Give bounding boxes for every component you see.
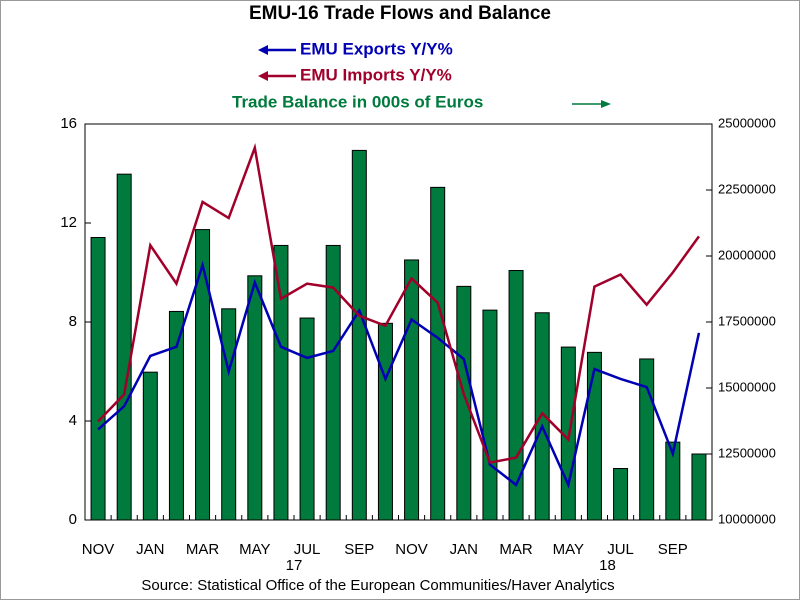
y2-tick-label: 17500000: [718, 313, 776, 328]
x-tick-label: MAR: [499, 541, 533, 558]
y-tick-label: 8: [69, 313, 77, 330]
x-tick-label: MAY: [239, 541, 270, 558]
legend-label: EMU Exports Y/Y%: [300, 39, 453, 58]
legend-arrow: [258, 71, 268, 81]
bar: [691, 453, 707, 521]
y2-tick-label: 10000000: [718, 511, 776, 526]
bar: [116, 173, 132, 521]
x-tick-label: MAR: [186, 541, 220, 558]
x-year-label: 18: [599, 557, 616, 574]
x-tick-label: JAN: [450, 541, 478, 558]
y2-tick-label: 22500000: [718, 181, 776, 196]
line: [97, 260, 701, 489]
bar: [377, 322, 393, 521]
bar: [456, 285, 472, 521]
x-tick-label: MAY: [553, 541, 584, 558]
bar: [142, 371, 158, 521]
bar: [90, 237, 106, 521]
bar: [351, 149, 367, 521]
chart-title: EMU-16 Trade Flows and Balance: [249, 3, 551, 24]
bar: [430, 186, 446, 521]
bar: [639, 358, 655, 521]
legend-label: Trade Balance in 000s of Euros: [232, 92, 483, 111]
x-tick-label: NOV: [82, 541, 115, 558]
x-tick-label: NOV: [395, 541, 428, 558]
x-year-label: 17: [286, 557, 303, 574]
legend: EMU Exports Y/Y% EMU Imports Y/Y% Trade …: [232, 39, 611, 111]
y-tick-label: 0: [69, 511, 77, 528]
x-tick-label: SEP: [344, 541, 374, 558]
legend-arrow: [601, 100, 611, 108]
legend-label: EMU Imports Y/Y%: [300, 65, 452, 84]
line: [97, 142, 700, 465]
x-tick-label: JUL: [607, 541, 634, 558]
bar: [482, 309, 498, 521]
bar: [273, 244, 289, 521]
x-tick-label: JAN: [136, 541, 164, 558]
y2-tick-label: 12500000: [718, 445, 776, 460]
bar: [221, 308, 237, 521]
x-tick-label: SEP: [658, 541, 688, 558]
bar: [586, 351, 602, 521]
y-tick-label: 12: [60, 214, 77, 231]
bar: [247, 275, 263, 521]
bar: [299, 317, 315, 521]
bar: [534, 312, 550, 521]
bar: [195, 229, 211, 521]
source: Source: Statistical Office of the Europe…: [141, 577, 614, 594]
bar: [613, 468, 629, 521]
y2-tick-label: 15000000: [718, 379, 776, 394]
y2-tick-label: 20000000: [718, 247, 776, 262]
y-tick-label: 16: [60, 115, 77, 132]
legend-arrow: [258, 45, 268, 55]
bar: [404, 259, 420, 521]
x-tick-label: JUL: [294, 541, 321, 558]
y2-tick-label: 25000000: [718, 115, 776, 130]
y-tick-label: 4: [69, 412, 77, 429]
